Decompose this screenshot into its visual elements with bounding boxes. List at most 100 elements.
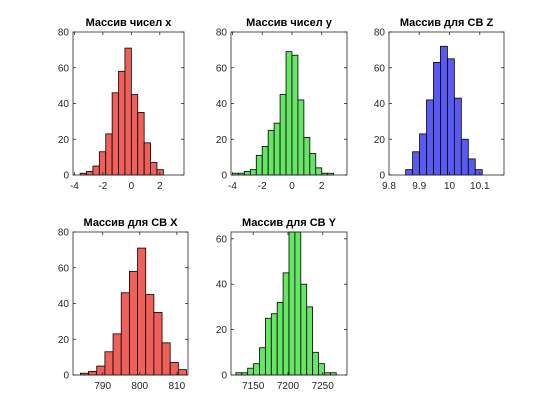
histogram-bar	[440, 45, 448, 176]
x-tick-label: 2	[319, 181, 325, 192]
y-tick-label: 20	[374, 135, 386, 146]
x-tick-label: 0	[129, 181, 135, 192]
y-tick-label: 80	[58, 28, 70, 39]
histogram-bar	[315, 167, 323, 176]
histogram-bar	[86, 171, 94, 176]
histogram-bar	[104, 351, 114, 376]
subplot-title: Массив чисел y	[246, 17, 333, 29]
x-tick-label: 0	[289, 181, 295, 192]
y-tick-label: 60	[58, 263, 70, 274]
x-tick-label: 9.9	[412, 181, 426, 192]
histogram-bar	[161, 342, 171, 376]
x-tick-label: 9.8	[382, 181, 396, 192]
x-tick-label: -4	[228, 181, 237, 192]
y-tick-label: 40	[374, 99, 386, 110]
histogram-bar	[309, 153, 317, 176]
histogram-bar	[98, 151, 107, 176]
x-tick-label: 7200	[277, 381, 300, 392]
histogram-bar	[118, 70, 126, 176]
y-tick-label: 0	[221, 371, 227, 382]
y-tick-label: 80	[374, 28, 386, 39]
y-tick-label: 20	[58, 335, 70, 346]
y-tick-label: 40	[58, 99, 70, 110]
histogram-bar	[447, 58, 455, 176]
histogram-bar	[419, 133, 427, 176]
y-tick-label: 0	[63, 171, 69, 182]
x-tick-label: 7150	[242, 381, 265, 392]
histogram-bar	[303, 137, 311, 176]
subplot-title: Массив для СВ Y	[242, 217, 337, 229]
x-tick-label: -2	[258, 181, 267, 192]
axes-frame	[230, 231, 348, 376]
histogram-bar	[145, 294, 155, 376]
histogram-bar	[105, 133, 113, 176]
histogram-bar	[247, 367, 254, 376]
y-tick-label: 80	[58, 228, 70, 239]
histogram-bar	[460, 138, 469, 176]
histogram-bar	[150, 162, 158, 176]
histogram-bar	[474, 169, 483, 176]
histogram-bar	[306, 306, 314, 376]
histogram-bar	[276, 301, 284, 376]
x-tick-label: 810	[169, 381, 186, 392]
x-tick-label: 7250	[312, 381, 335, 392]
histogram-bar	[294, 231, 302, 376]
histogram-bar	[130, 94, 139, 176]
histogram-bar	[243, 171, 251, 176]
histogram-bar	[124, 47, 132, 176]
y-tick-label: 20	[216, 325, 228, 336]
histogram-bar	[261, 145, 269, 176]
y-tick-label: 40	[216, 280, 228, 291]
histogram-bar	[92, 165, 100, 176]
histogram-bar	[259, 347, 266, 376]
histogram-bar	[153, 312, 163, 376]
histogram-bar	[264, 317, 272, 376]
histogram-bar	[249, 169, 257, 176]
x-tick-label: 790	[94, 381, 111, 392]
histogram-bar	[433, 61, 441, 176]
x-tick-label: -2	[98, 181, 107, 192]
subplot-title: Массив для СВ Z	[400, 17, 494, 29]
histogram-bar	[143, 142, 151, 176]
x-tick-label: 800	[131, 381, 148, 392]
histogram-bar	[297, 99, 305, 176]
histogram-bar	[177, 369, 187, 376]
y-tick-label: 60	[374, 63, 386, 74]
histogram-bar	[267, 129, 275, 176]
y-tick-label: 60	[216, 234, 228, 245]
histogram-bar	[120, 292, 130, 376]
histogram-bar	[96, 365, 106, 376]
histogram-bar	[255, 154, 263, 176]
histogram-bar	[282, 272, 290, 376]
histogram-bar	[253, 363, 260, 376]
histogram-bar	[112, 333, 122, 376]
histogram-bar	[137, 112, 145, 176]
subplot-title: Массив для СВ X	[84, 217, 179, 229]
x-tick-label: -4	[70, 181, 79, 192]
histogram-bar	[273, 122, 281, 176]
y-tick-label: 0	[63, 371, 69, 382]
x-tick-label: 10.1	[470, 181, 490, 192]
y-tick-label: 60	[216, 63, 228, 74]
subplot-rv-y: 7150 7200 7250 0 20 40 60 Массив для СВ Y	[216, 217, 348, 392]
histogram-bar	[318, 363, 325, 376]
y-tick-label: 0	[221, 171, 227, 182]
subplot-rv-x: 790 800 810 0 20 40 60 80 Массив для СВ X	[58, 217, 189, 392]
histogram-bar	[279, 94, 287, 176]
histogram-bar	[312, 351, 319, 376]
histogram-bar	[270, 313, 278, 376]
histogram-bar	[137, 247, 147, 376]
histogram-bar	[288, 231, 296, 376]
histogram-bar	[128, 270, 138, 376]
y-tick-label: 60	[58, 63, 70, 74]
y-tick-label: 40	[58, 299, 70, 310]
y-tick-label: 0	[379, 171, 385, 182]
subplot-rv-z: 9.8 9.9 10 10.1 0 20 40 60 80 Массив для СВ Z	[374, 17, 505, 192]
histogram-bar	[426, 99, 434, 176]
subplot-title: Массив чисел x	[86, 17, 173, 29]
histogram-bar	[285, 51, 293, 176]
histogram-bar	[88, 371, 98, 376]
